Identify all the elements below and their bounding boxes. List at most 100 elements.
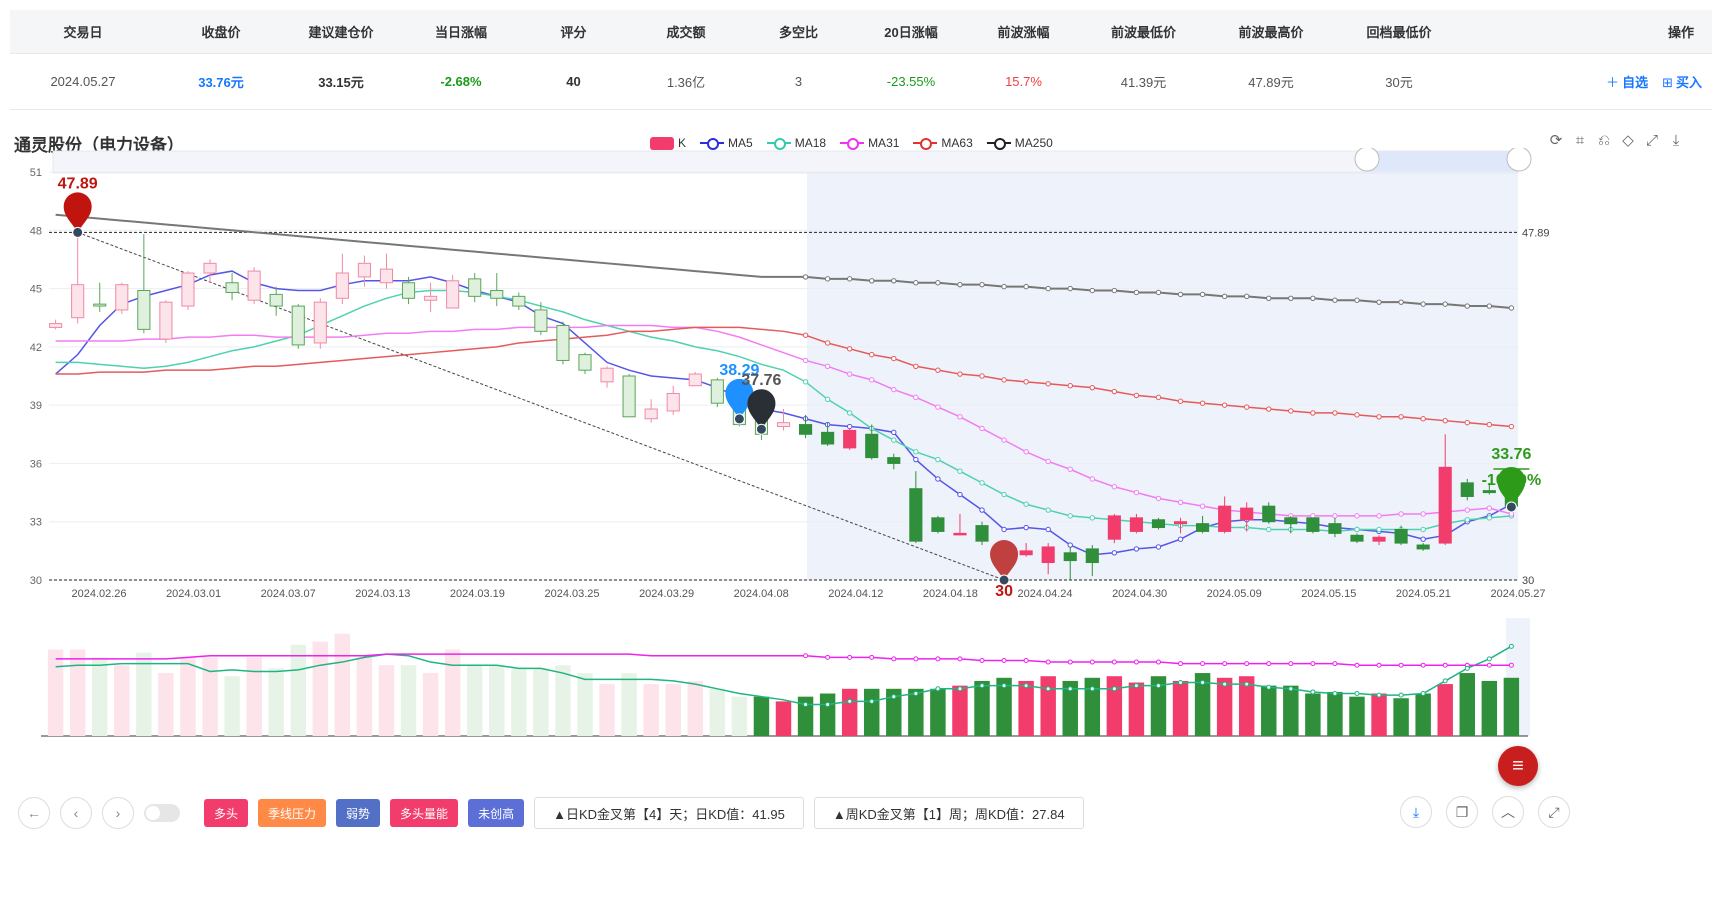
ma-point bbox=[1354, 513, 1360, 519]
add-watchlist-link[interactable]: ＋自选 bbox=[1606, 72, 1648, 91]
download-icon[interactable]: ⤓ bbox=[1672, 132, 1680, 149]
candle-body bbox=[798, 424, 813, 435]
price-marker-pin bbox=[747, 389, 776, 430]
candle-body bbox=[710, 379, 724, 404]
x-tick-label: 2024.02.26 bbox=[71, 588, 126, 600]
tag-weak[interactable]: 弱势 bbox=[336, 799, 381, 827]
legend-k[interactable]: K bbox=[650, 136, 686, 150]
ma-point bbox=[1464, 419, 1470, 426]
y-tick-label: 48 bbox=[30, 225, 42, 237]
volume-ma-point bbox=[1045, 686, 1051, 692]
volume-ma-point bbox=[957, 686, 963, 692]
ma-point bbox=[1332, 513, 1338, 519]
ma-point bbox=[1354, 412, 1360, 418]
ma-point bbox=[1177, 536, 1184, 542]
ma-point bbox=[1045, 507, 1051, 513]
tag-no-new-high[interactable]: 未创高 bbox=[468, 799, 525, 827]
ma-point bbox=[957, 281, 963, 288]
refresh-icon[interactable]: ⟳ bbox=[1549, 132, 1563, 149]
candle-body bbox=[335, 272, 349, 299]
legend-ma63[interactable]: MA63 bbox=[913, 136, 973, 150]
volume-bar bbox=[1349, 696, 1365, 736]
candle-body bbox=[490, 290, 504, 299]
volume-bar bbox=[709, 688, 726, 736]
tag-bull-volume[interactable]: 多头量能 bbox=[390, 799, 459, 827]
volume-ma-point bbox=[1376, 692, 1382, 698]
restore-icon[interactable]: ◇ bbox=[1622, 132, 1634, 149]
volume-bar bbox=[356, 657, 373, 736]
zoom-area-icon[interactable]: ⌗ bbox=[1575, 132, 1585, 149]
zoom-back-icon[interactable]: ⎌ bbox=[1597, 132, 1610, 149]
candle-body bbox=[1416, 544, 1430, 550]
candle-body bbox=[688, 373, 702, 387]
x-tick-label: 2024.03.07 bbox=[261, 588, 316, 600]
volume-bar bbox=[268, 668, 284, 736]
buy-link[interactable]: ⊞ 买入 bbox=[1662, 72, 1702, 91]
candle-body bbox=[1328, 523, 1342, 534]
candle-body bbox=[1173, 521, 1188, 525]
legend-ma31[interactable]: MA31 bbox=[840, 136, 899, 150]
volume-bar bbox=[996, 677, 1012, 736]
volume-ma-point bbox=[1023, 683, 1029, 689]
toggle-switch[interactable] bbox=[144, 804, 180, 822]
x-tick-label: 2024.03.13 bbox=[355, 588, 410, 600]
ma-point bbox=[1508, 305, 1515, 311]
ma-point bbox=[1089, 476, 1095, 482]
candle-body bbox=[313, 301, 327, 344]
legend-ma5[interactable]: MA5 bbox=[700, 136, 753, 150]
kline-chart[interactable]: 51 48 45 42 39 36 33 30 2024.02.26 2024.03.01 2024… bbox=[0, 148, 1720, 748]
legend-ma250[interactable]: MA250 bbox=[986, 136, 1053, 150]
ma-point bbox=[1310, 295, 1316, 301]
ma-point bbox=[1508, 423, 1515, 430]
price-marker-pin bbox=[1497, 466, 1526, 507]
fullscreen-icon[interactable]: ⤢ bbox=[1645, 132, 1658, 149]
volume-bar bbox=[841, 688, 858, 736]
candle-body bbox=[534, 309, 548, 332]
volume-ma-point bbox=[935, 656, 941, 662]
ma-point bbox=[1266, 295, 1272, 301]
ma-point bbox=[1133, 489, 1140, 496]
price-marker-pin bbox=[990, 540, 1019, 580]
volume-ma-point bbox=[913, 656, 919, 662]
volume-bar bbox=[466, 665, 483, 736]
ma-point bbox=[1221, 402, 1228, 408]
ma-point bbox=[1111, 550, 1118, 556]
volume-bar bbox=[511, 668, 527, 736]
volume-ma-point bbox=[803, 702, 809, 708]
copy-button[interactable]: ❐ bbox=[1446, 796, 1478, 828]
y-tick-label: 39 bbox=[30, 400, 42, 412]
header-9: 前波最低价 bbox=[1110, 25, 1176, 40]
next-button[interactable]: › bbox=[102, 797, 134, 829]
y-tick-label: 42 bbox=[30, 342, 42, 354]
ma-point bbox=[913, 449, 919, 455]
ma-point bbox=[891, 278, 897, 284]
tag-quarter-pressure[interactable]: 季线压力 bbox=[258, 799, 327, 827]
candle-body bbox=[115, 284, 129, 311]
ma-point bbox=[1023, 379, 1029, 385]
download-button[interactable]: ⤓ bbox=[1400, 796, 1432, 828]
prev-button[interactable]: ‹ bbox=[60, 797, 92, 829]
back-button[interactable]: ← bbox=[18, 797, 50, 829]
ma-point bbox=[957, 371, 963, 377]
scroll-top-button[interactable]: ︿ bbox=[1492, 796, 1524, 828]
tag-bullish[interactable]: 多头 bbox=[204, 799, 249, 827]
ma-point bbox=[979, 281, 985, 288]
ma-point bbox=[1310, 410, 1316, 416]
ma-point bbox=[935, 280, 941, 286]
volume-ma-point bbox=[869, 654, 875, 660]
candle-body bbox=[666, 392, 680, 412]
expand-button[interactable]: ⤢ bbox=[1538, 796, 1570, 828]
volume-ma-point bbox=[1442, 678, 1448, 684]
price-marker-dot bbox=[72, 226, 84, 238]
volume-bar bbox=[533, 668, 549, 736]
menu-fab-button[interactable]: ≡ bbox=[1498, 746, 1538, 786]
cell-suggest: 33.15元 bbox=[318, 75, 364, 90]
legend-ma18[interactable]: MA18 bbox=[766, 136, 826, 150]
ma-point bbox=[1133, 546, 1140, 552]
ma-point bbox=[824, 363, 831, 369]
price-marker-label: 33.76 bbox=[1491, 446, 1531, 463]
ma-point bbox=[1420, 301, 1426, 307]
price-level-label: 30 bbox=[1522, 575, 1534, 587]
legend-swatch-line bbox=[700, 137, 725, 150]
x-tick-label: 2024.03.19 bbox=[450, 588, 505, 600]
